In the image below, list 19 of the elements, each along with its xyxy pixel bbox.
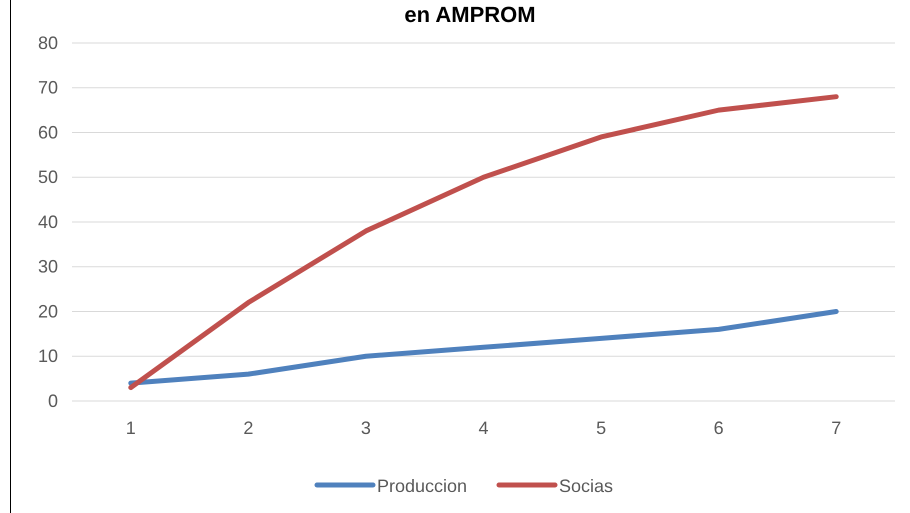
x-tick-label: 7 — [831, 418, 842, 438]
x-tick-label: 1 — [126, 418, 136, 438]
y-tick-label: 20 — [38, 301, 58, 322]
y-tick-label: 0 — [48, 390, 58, 411]
y-tick-label: 70 — [38, 78, 58, 98]
x-tick-label: 2 — [243, 418, 254, 438]
y-tick-label: 30 — [38, 256, 58, 277]
y-tick-label: 10 — [38, 346, 58, 366]
x-tick-label: 4 — [478, 418, 489, 438]
y-tick-label: 60 — [38, 122, 58, 142]
x-tick-label: 6 — [714, 418, 724, 438]
y-tick-label: 80 — [38, 32, 58, 53]
chart-title: en AMPROM — [404, 2, 536, 27]
y-tick-label: 50 — [38, 167, 58, 188]
legend-label: Socias — [559, 476, 614, 496]
x-tick-label: 5 — [596, 418, 606, 438]
x-tick-label: 3 — [360, 418, 371, 438]
y-tick-label: 40 — [38, 212, 58, 232]
legend-label: Produccion — [377, 476, 468, 496]
